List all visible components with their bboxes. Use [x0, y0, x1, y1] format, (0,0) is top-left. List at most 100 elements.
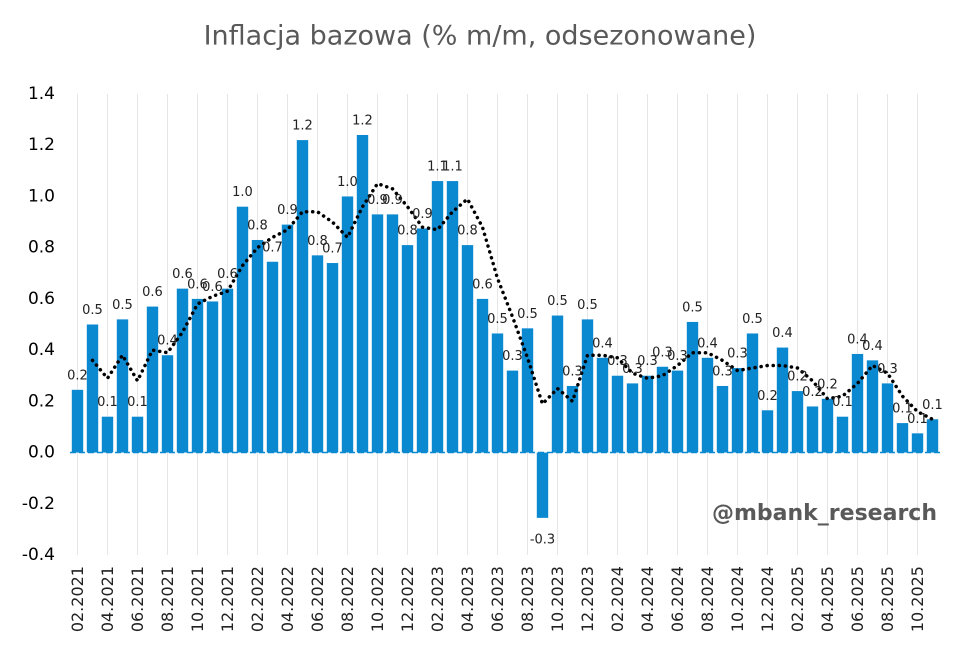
bar — [701, 357, 714, 453]
data-label: 0.6 — [217, 267, 238, 282]
x-tick-label: 04.2022 — [278, 566, 297, 632]
bar — [446, 181, 459, 453]
data-label: 0.5 — [112, 298, 133, 313]
data-label: 0.3 — [712, 364, 733, 379]
x-tick-label: 04.2025 — [818, 566, 837, 632]
bar — [776, 347, 789, 453]
data-label: 0.4 — [157, 334, 178, 349]
y-tick-label: -0.4 — [22, 545, 55, 565]
y-tick-label: 1.4 — [28, 84, 55, 104]
data-label: 0.3 — [607, 354, 628, 369]
bar — [791, 391, 804, 453]
data-label: 0.9 — [412, 207, 433, 222]
x-tick-label: 02.2022 — [248, 566, 267, 632]
data-label: 1.0 — [232, 185, 253, 200]
annotation: @mbank_research — [712, 501, 937, 526]
data-label: 0.3 — [727, 347, 748, 362]
bar — [716, 385, 729, 453]
data-label: 0.9 — [367, 193, 388, 208]
x-tick-label: 10.2021 — [188, 566, 207, 632]
bar — [71, 389, 84, 453]
y-tick-label: 0.6 — [28, 289, 55, 309]
x-tick-label: 06.2021 — [128, 566, 147, 632]
x-tick-label: 10.2022 — [368, 566, 387, 632]
x-tick-label: 10.2024 — [728, 566, 747, 632]
y-tick-label: 1.2 — [28, 135, 55, 155]
data-label: 0.3 — [502, 349, 523, 364]
data-label: 0.2 — [67, 368, 88, 383]
x-tick-label: 02.2025 — [788, 566, 807, 632]
x-tick-label: 08.2022 — [338, 566, 357, 632]
bar — [371, 214, 384, 453]
moving-average-line — [90, 181, 935, 422]
data-label: 1.2 — [292, 119, 313, 134]
bar — [911, 433, 924, 453]
bar — [191, 298, 204, 453]
data-label: 1.1 — [427, 160, 448, 175]
bar — [341, 196, 354, 453]
data-label: 0.5 — [487, 312, 508, 327]
x-tick-label: 12.2021 — [218, 566, 237, 632]
bar — [881, 383, 894, 453]
data-label: 0.6 — [172, 267, 193, 282]
bar — [821, 398, 834, 453]
x-tick-label: 10.2025 — [908, 566, 927, 632]
data-label: 0.1 — [127, 395, 148, 410]
data-label: 0.5 — [82, 303, 103, 318]
bar — [461, 245, 474, 453]
data-label: 0.1 — [907, 412, 928, 427]
bars — [71, 134, 939, 518]
data-label: 0.1 — [97, 395, 118, 410]
y-tick-label: 0.0 — [28, 443, 55, 463]
bar — [296, 140, 309, 453]
data-label: 0.8 — [307, 234, 328, 249]
data-label: 0.4 — [847, 332, 868, 347]
bar — [146, 306, 159, 453]
bar — [476, 298, 489, 453]
y-tick-label: 0.2 — [28, 391, 55, 411]
data-label: 0.6 — [187, 277, 208, 292]
data-label: 0.2 — [787, 370, 808, 385]
x-tick-label: 12.2024 — [758, 566, 777, 632]
bar — [251, 239, 264, 453]
bar — [761, 410, 774, 453]
bar — [866, 360, 879, 453]
x-tick-label: 04.2024 — [638, 566, 657, 632]
bar — [641, 375, 654, 453]
x-tick-label: 12.2023 — [578, 566, 597, 632]
data-label: 0.3 — [877, 362, 898, 377]
bar — [386, 214, 399, 453]
data-label: 0.6 — [472, 277, 493, 292]
data-label: 1.0 — [337, 175, 358, 190]
chart-title: Inflacja bazowa (% m/m, odsezonowane) — [204, 21, 757, 52]
x-tick-label: 02.2024 — [608, 566, 627, 632]
x-tick-label: 08.2024 — [698, 566, 717, 632]
y-tick-label: 0.8 — [28, 238, 55, 258]
x-tick-label: 04.2023 — [458, 566, 477, 632]
data-label: 0.3 — [652, 345, 673, 360]
data-label: 0.4 — [772, 326, 793, 341]
x-tick-label: 06.2024 — [668, 566, 687, 632]
data-label: 0.3 — [637, 354, 658, 369]
bar — [596, 357, 609, 453]
bar — [431, 181, 444, 453]
data-label: -0.3 — [530, 532, 555, 547]
data-label: 0.4 — [862, 339, 883, 354]
bar — [521, 328, 534, 453]
bar — [896, 423, 909, 453]
bar — [626, 383, 639, 453]
bar — [851, 353, 864, 453]
bar — [356, 134, 369, 453]
bar — [281, 224, 294, 453]
bar — [551, 315, 564, 453]
bar — [101, 416, 114, 453]
x-tick-label: 12.2022 — [398, 566, 417, 632]
y-tick-label: 0.4 — [28, 340, 55, 360]
data-label: 0.6 — [142, 285, 163, 300]
data-label: 0.8 — [457, 224, 478, 239]
data-label: 0.3 — [562, 364, 583, 379]
x-tick-label: 08.2021 — [158, 566, 177, 632]
bar — [221, 288, 234, 453]
bar — [131, 416, 144, 453]
